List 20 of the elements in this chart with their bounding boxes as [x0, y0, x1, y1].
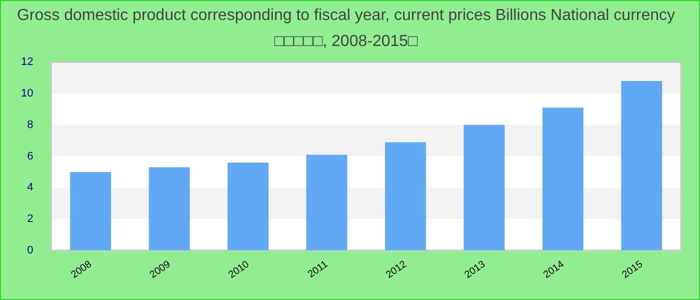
bar	[306, 154, 348, 250]
y-tick-label: 6	[27, 150, 34, 162]
y-tick-label: 0	[27, 244, 34, 256]
x-tick-label: 2009	[148, 258, 173, 281]
bar	[542, 108, 584, 250]
y-tick-label: 10	[20, 88, 34, 100]
text: □□□□□, 2008-2015□	[274, 32, 418, 50]
text: Gross domestic product corresponding to fiscal year, current prices Billions National currency	[16, 7, 676, 24]
bar	[464, 124, 505, 250]
x-tick-label: 2010	[226, 258, 252, 281]
bar	[70, 172, 112, 250]
y-tick-label: 2	[27, 213, 34, 226]
bar	[621, 81, 662, 250]
y-tick-label: 12	[20, 56, 34, 68]
y-tick-label: 4	[27, 182, 34, 194]
bar	[228, 162, 269, 250]
bar	[385, 142, 426, 250]
x-tick-label: 2011	[306, 258, 330, 280]
bar	[148, 167, 190, 250]
y-tick-label: 8	[27, 118, 34, 131]
